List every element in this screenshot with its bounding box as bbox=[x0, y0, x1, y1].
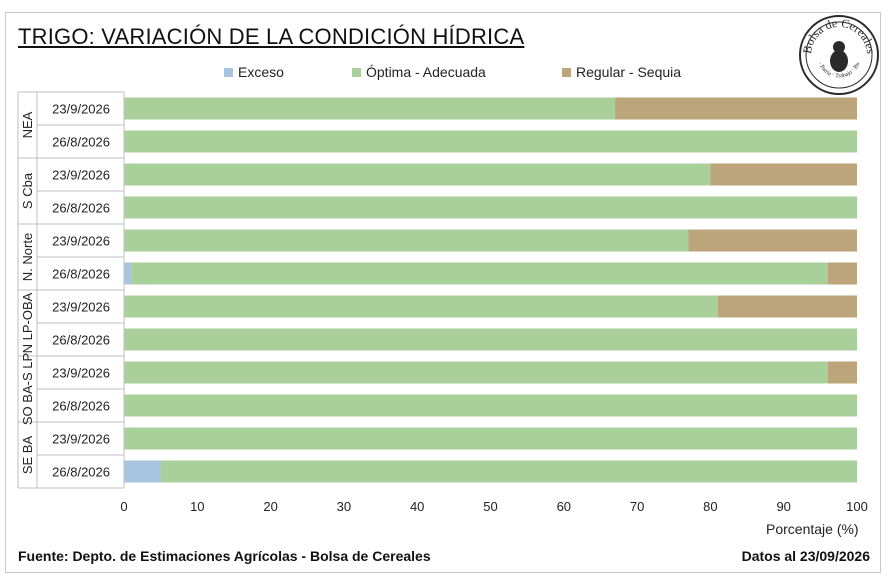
legend-item-regular: Regular - Sequia bbox=[562, 64, 681, 80]
group-label-so-ba-s-lp: SO BA-S LP bbox=[20, 353, 35, 425]
bar-optima-adecuada bbox=[124, 328, 857, 351]
legend-label-optima: Óptima - Adecuada bbox=[366, 64, 486, 80]
bar-optima-adecuada bbox=[124, 196, 857, 219]
legend-swatch-regular bbox=[562, 67, 571, 77]
x-tick-label: 20 bbox=[263, 499, 277, 514]
legend-swatch-exceso bbox=[224, 67, 233, 77]
date-tick-label: 26/8/2026 bbox=[52, 267, 110, 282]
x-tick-label: 90 bbox=[776, 499, 790, 514]
x-axis-label: Porcentaje (%) bbox=[766, 521, 859, 537]
bar-regular-sequia bbox=[827, 361, 857, 384]
bar-regular-sequia bbox=[827, 262, 857, 285]
bar-optima-adecuada bbox=[124, 163, 711, 186]
group-label-nea: NEA bbox=[20, 111, 35, 138]
chart-title: TRIGO: VARIACIÓN DE LA CONDICIÓN HÍDRICA bbox=[18, 24, 525, 49]
chart-legend: Exceso Óptima - Adecuada Regular - Sequi… bbox=[0, 64, 892, 84]
bar-optima-adecuada bbox=[124, 394, 857, 417]
bar-regular-sequia bbox=[688, 229, 857, 252]
x-tick-label: 0 bbox=[120, 499, 127, 514]
legend-swatch-optima bbox=[352, 67, 361, 77]
legend-item-optima: Óptima - Adecuada bbox=[352, 64, 486, 80]
x-tick-label: 50 bbox=[483, 499, 497, 514]
x-tick-label: 70 bbox=[630, 499, 644, 514]
date-tick-label: 26/8/2026 bbox=[52, 399, 110, 414]
date-tick-label: 23/9/2026 bbox=[52, 300, 110, 315]
x-tick-label: 10 bbox=[190, 499, 204, 514]
group-label-n-lp-oba: N LP-OBA bbox=[20, 292, 35, 353]
bar-regular-sequia bbox=[717, 295, 857, 318]
group-label-s-cba: S Cba bbox=[20, 172, 35, 209]
bar-regular-sequia bbox=[615, 97, 857, 120]
x-tick-label: 40 bbox=[410, 499, 424, 514]
date-tick-label: 26/8/2026 bbox=[52, 465, 110, 480]
x-tick-label: 100 bbox=[846, 499, 868, 514]
date-tick-label: 26/8/2026 bbox=[52, 135, 110, 150]
bar-optima-adecuada bbox=[131, 262, 828, 285]
bar-optima-adecuada bbox=[124, 295, 718, 318]
date-tick-label: 23/9/2026 bbox=[52, 102, 110, 117]
date-tick-label: 26/8/2026 bbox=[52, 201, 110, 216]
bar-optima-adecuada bbox=[124, 130, 857, 153]
bar-optima-adecuada bbox=[124, 229, 689, 252]
group-label-n-norte: N. Norte bbox=[20, 233, 35, 281]
source-note: Fuente: Depto. de Estimaciones Agrícolas… bbox=[18, 548, 431, 564]
date-tick-label: 26/8/2026 bbox=[52, 333, 110, 348]
date-tick-label: 23/9/2026 bbox=[52, 168, 110, 183]
legend-label-exceso: Exceso bbox=[238, 64, 284, 80]
bar-regular-sequia bbox=[710, 163, 857, 186]
group-label-se-ba: SE BA bbox=[20, 436, 35, 475]
bar-optima-adecuada bbox=[124, 97, 616, 120]
x-tick-label: 80 bbox=[703, 499, 717, 514]
legend-label-regular: Regular - Sequia bbox=[576, 64, 682, 80]
bar-exceso bbox=[124, 460, 161, 483]
data-date-note: Datos al 23/09/2026 bbox=[741, 548, 870, 564]
bar-optima-adecuada bbox=[124, 361, 828, 384]
legend-item-exceso: Exceso bbox=[224, 64, 284, 80]
x-tick-label: 30 bbox=[337, 499, 351, 514]
date-tick-label: 23/9/2026 bbox=[52, 234, 110, 249]
date-tick-label: 23/9/2026 bbox=[52, 432, 110, 447]
bar-exceso bbox=[124, 262, 132, 285]
bolsa-de-cereales-logo: Bolsa de Cereales Comercio · Patria · Tr… bbox=[798, 14, 879, 95]
bar-optima-adecuada bbox=[160, 460, 857, 483]
x-tick-label: 60 bbox=[557, 499, 571, 514]
bar-optima-adecuada bbox=[124, 427, 857, 450]
date-tick-label: 23/9/2026 bbox=[52, 366, 110, 381]
